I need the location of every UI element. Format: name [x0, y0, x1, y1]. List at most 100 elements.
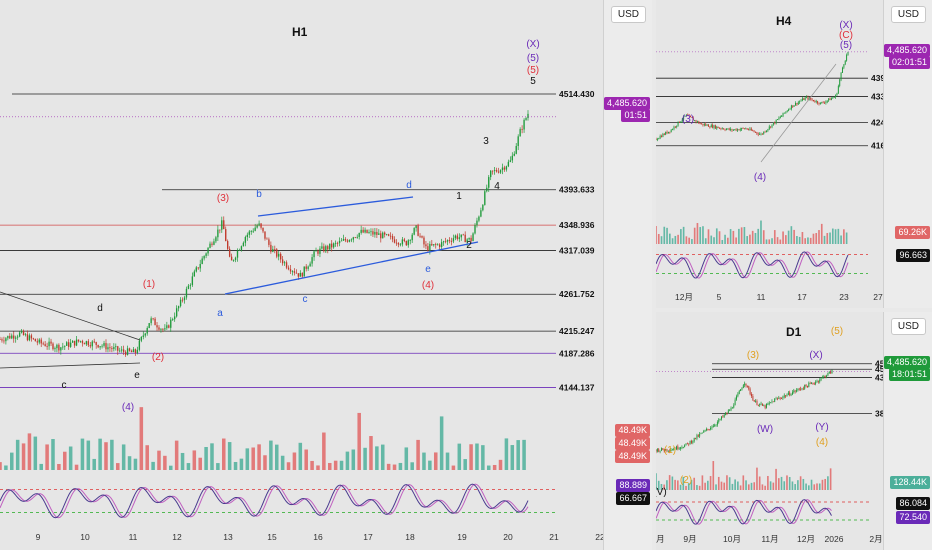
candle: [690, 441, 692, 443]
candle: [270, 244, 272, 252]
candle: [667, 450, 669, 452]
candle: [726, 412, 728, 414]
h4-timer-badge: 02:01:51: [888, 56, 930, 69]
volume-bar: [463, 459, 467, 470]
volume-bar: [776, 237, 779, 244]
candle: [527, 113, 529, 119]
h1-price-axis[interactable]: USD: [603, 0, 652, 550]
volume-bar: [80, 438, 85, 470]
volume-bar: [764, 485, 766, 490]
candle: [15, 337, 17, 339]
volume-bar: [757, 228, 760, 244]
candle: [488, 177, 490, 188]
candle: [730, 128, 732, 130]
volume-bar: [735, 237, 737, 244]
candle: [20, 330, 23, 333]
candle: [372, 231, 374, 235]
volume-bar: [257, 444, 261, 470]
candle: [115, 346, 117, 348]
volume-bar: [773, 230, 776, 244]
h4-currency-button[interactable]: USD: [890, 6, 926, 23]
candle: [833, 97, 835, 98]
volume-bar: [831, 228, 834, 244]
d1-price-axis[interactable]: USD: [883, 312, 932, 550]
candle: [26, 334, 29, 341]
candle: [828, 371, 830, 373]
candle: [132, 349, 135, 353]
volume-bar: [743, 227, 746, 244]
date-tick-label: 16: [313, 532, 323, 542]
candle: [152, 318, 154, 320]
date-tick-label: 11: [757, 292, 766, 302]
volume-bar: [715, 228, 718, 244]
d1-chart-panel[interactable]: 4592.1494514.4304396.1663888.7224,800.00…: [656, 312, 932, 550]
h1-volume-badge-2: 48.49K: [615, 437, 650, 450]
candle: [48, 341, 50, 347]
candle: [448, 240, 451, 242]
candle: [403, 239, 406, 241]
volume-bar: [322, 432, 326, 470]
candle: [681, 119, 683, 122]
candle: [670, 129, 672, 133]
h1-currency-button[interactable]: USD: [610, 6, 646, 23]
candle: [788, 109, 790, 111]
candle: [338, 240, 341, 244]
candle: [254, 227, 256, 231]
volume-bar: [216, 463, 220, 470]
h4-chart-panel[interactable]: 4396.1664334.1324245.1254166.5754,500.00…: [656, 0, 932, 308]
candle: [89, 345, 91, 347]
volume-bar: [682, 476, 685, 490]
volume-bar: [696, 223, 699, 244]
volume-bar: [481, 445, 485, 470]
candle: [814, 101, 816, 103]
candle: [687, 114, 689, 116]
volume-bar: [127, 456, 132, 470]
candle: [221, 220, 223, 230]
candle: [248, 231, 250, 235]
candle: [713, 125, 715, 128]
volume-bar: [699, 227, 702, 244]
volume-bar: [791, 481, 794, 490]
candle: [460, 234, 462, 238]
candle: [315, 250, 317, 252]
candle: [737, 393, 739, 397]
wave-label: d: [97, 303, 103, 314]
volume-bar: [10, 452, 14, 470]
volume-bar: [802, 478, 805, 490]
candle: [806, 385, 808, 388]
candle: [405, 240, 407, 246]
d1-currency-button[interactable]: USD: [890, 318, 926, 335]
candle: [482, 204, 484, 211]
volume-bar: [357, 412, 361, 470]
volume-bar: [433, 452, 438, 470]
volume-bar: [715, 484, 717, 490]
candle: [260, 223, 262, 228]
candle: [675, 446, 677, 450]
candle: [105, 343, 107, 350]
candle: [665, 449, 667, 451]
candle: [295, 272, 298, 274]
volume-bar: [807, 237, 809, 244]
wave-label: 3: [483, 136, 489, 147]
wave-label: (1): [664, 445, 676, 456]
candle: [709, 126, 711, 128]
candle: [710, 125, 712, 128]
candle: [753, 130, 755, 132]
candle: [164, 328, 166, 330]
candle: [837, 85, 839, 94]
candle: [238, 250, 241, 251]
candle: [303, 266, 305, 277]
h1-chart-svg[interactable]: 4514.430 4393.633 4348.936 4317.039 4261.752…: [0, 0, 652, 550]
candle: [835, 95, 837, 98]
volume-bar: [756, 467, 758, 490]
candle: [203, 255, 205, 259]
h1-chart-panel[interactable]: 4514.430 4393.633 4348.936 4317.039 4261.752…: [0, 0, 652, 550]
candle: [696, 435, 698, 439]
candle: [425, 244, 427, 247]
wave-label: (X): [839, 20, 852, 31]
volume-bar: [280, 455, 285, 470]
volume-bar: [813, 484, 816, 490]
candle: [99, 346, 101, 348]
candle: [409, 240, 411, 241]
volume-bar: [671, 476, 674, 490]
